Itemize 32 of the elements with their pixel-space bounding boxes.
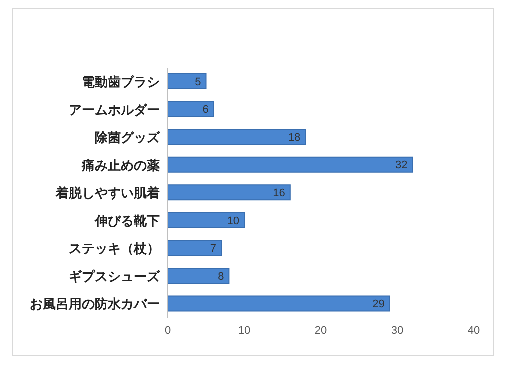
y-tick-label: 着脱しやすい肌着 [55,186,160,201]
y-tick-label: アームホルダー [69,102,160,118]
data-label: 10 [227,215,240,228]
bar [168,156,414,173]
bar [168,184,291,201]
y-tick-label: 伸びる靴下 [94,213,160,228]
data-label: 8 [218,270,224,283]
x-tick-label: 40 [468,324,480,337]
x-tick-label: 10 [238,324,251,337]
bar [168,240,222,256]
data-label: 7 [210,243,217,256]
y-tick-label: 除菌グッズ [95,130,161,146]
y-tick-label: お風呂用の防水カバー [30,296,160,312]
bar [168,129,306,146]
y-tick-label: ギプスシューズ [69,268,161,284]
y-tick-label: 痛み止めの薬 [81,158,160,173]
data-label: 5 [195,76,202,88]
y-tick-label: 電動歯ブラシ [82,74,160,90]
y-tick-label: ステッキ（杖） [69,241,160,256]
data-label: 18 [288,132,301,144]
data-label: 16 [273,188,286,200]
bar [168,268,230,284]
x-tick-label: 20 [314,324,328,337]
data-label: 32 [396,160,408,172]
bar [168,101,214,118]
data-label: 6 [202,104,209,116]
bar [168,212,245,228]
bar [168,74,207,90]
bar [168,296,390,312]
x-tick-label: 30 [391,324,404,337]
x-tick-label: 0 [164,324,172,337]
data-label: 29 [372,298,385,311]
